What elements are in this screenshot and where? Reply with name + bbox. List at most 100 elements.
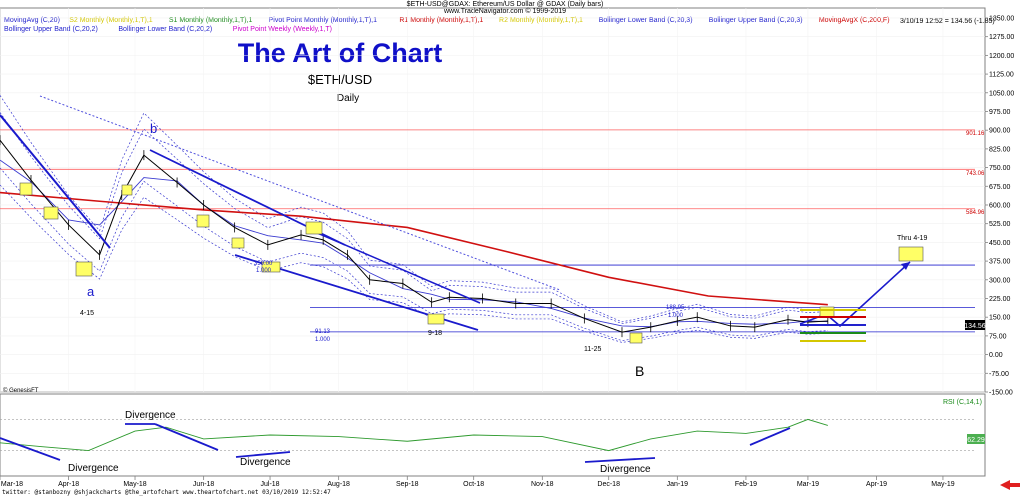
fib-bottom-ratio: 1.000 [315,337,331,343]
y-tick-label: 300.00 [989,277,1011,284]
divergence-label: Divergence [125,410,176,421]
x-tick-label: Jun-18 [193,481,215,488]
wave-box [819,306,835,318]
rsi-line [0,418,828,452]
y-tick-label: 0.00 [989,352,1003,359]
wave-box [19,182,33,196]
price-grid [0,8,985,393]
price-badge-bg [965,320,985,330]
wave-box [196,214,210,228]
bollinger-lower [0,184,828,343]
y-tick-label: 150.00 [989,315,1011,322]
legend-item: Bollinger Lower Band (C,20,3) [599,17,693,24]
legend-item: S1 Monthly (Monthly,1,T),1 [169,17,253,24]
wave-label-a: a [87,284,95,299]
fib-top-ratio: 1.000 [256,268,272,274]
y-tick-label: 1275.00 [989,34,1014,41]
legend-item: S2 Monthly (Monthly,1,T),1 [69,17,153,24]
x-tick-label: Apr-18 [58,481,79,488]
indicator-legend-row2: Bollinger Upper Band (C,20,2) Bollinger L… [4,26,332,33]
symbol-label: $ETH/USD [308,72,372,87]
moving-average-20 [0,159,828,328]
price-series [0,135,829,338]
legend-item: MovingAvgX (C,200,F) [819,17,890,24]
wave-box [261,261,281,273]
wave-box [231,237,245,249]
y-tick-label: -75.00 [989,371,1009,378]
x-tick-label: May-18 [123,481,146,488]
wave-box [75,261,93,277]
trendline-a [0,114,111,249]
wave-label-b: b [150,121,157,136]
y-tick-label: 1125.00 [989,72,1014,79]
y-tick-label: 1200.00 [989,53,1014,60]
horizontal-levels [0,129,975,333]
x-tick-label: Sep-18 [396,481,419,488]
x-tick-label: Mar-18 [1,481,23,488]
wave-box [427,313,445,325]
back-arrow-icon[interactable] [1000,480,1020,490]
legend-item: Bollinger Upper Band (C,20,2) [4,26,98,33]
target-label: Thru 4-19 [897,235,927,242]
bollinger-bands [0,95,828,343]
x-tick-label: Mar-19 [797,481,819,488]
date-label-11-25: 11-25 [584,346,601,353]
y-tick-label: 825.00 [989,146,1011,153]
x-tick-label: Aug-18 [327,481,350,488]
header-line1: $ETH-USD@GDAX: Ethereum/US Dollar @ GDAX… [407,1,604,8]
x-tick-label: Nov-18 [531,481,554,488]
date-axis: Mar-18 Apr-18 May-18 Jun-18 Jul-18 Aug-18 Sep-… [0,476,955,488]
divergence-line [235,451,291,458]
legend-item: R1 Monthly (Monthly,1,T),1 [399,17,483,24]
y-tick-label: 1050.00 [989,90,1014,97]
divergence-line [154,423,219,451]
x-tick-label: Jan-19 [667,481,689,488]
legend-item: Bollinger Upper Band (C,20,3) [709,17,803,24]
divergence-line [0,437,61,461]
rsi-label: RSI (C,14,1) [943,399,982,406]
indicator-legend-row1: MovingAvg (C,20) S2 Monthly (Monthly,1,T)… [4,17,890,24]
y-tick-label: 75.00 [989,333,1007,340]
divergence-label: Divergence [600,464,651,475]
y-tick-label: 450.00 [989,240,1011,247]
fib-mid-value: 188.95 [666,305,685,311]
y-tick-label: 900.00 [989,128,1011,135]
rsi-badge: 62.29 [967,437,985,444]
wave-box [305,221,323,235]
y-tick-label: 975.00 [989,109,1011,116]
wave-box [121,184,133,196]
fib-mid-ratio: 1.000 [668,313,684,319]
y-tick-label: 675.00 [989,184,1011,191]
y-tick-label: 750.00 [989,165,1011,172]
level-584-label: 584.96 [966,210,985,216]
price-line [0,139,828,333]
date-label-9-18: 9-18 [428,330,442,337]
price-panel-frame [0,7,986,393]
rsi-panel [0,418,975,452]
y-tick-label: 225.00 [989,296,1011,303]
rsi-badge-bg [967,434,985,444]
legend-item: Pivot Point Weekly (Weekly,1,T) [233,26,332,33]
price-axis: 1350.00 1275.00 1200.00 1125.00 1050.00 975.0… [985,15,1014,397]
projection-arrowhead [901,262,910,270]
x-tick-label: Dec-18 [597,481,620,488]
x-tick-label: Feb-19 [735,481,757,488]
wave-label-B: B [635,363,644,379]
bollinger-upper [0,112,828,325]
y-tick-label: -150.00 [989,390,1013,397]
fib-top-value: 359.00 [254,261,273,267]
timeframe-label: Daily [337,93,359,104]
divergence-line [584,457,656,463]
date-label-4-15: 4-15 [80,310,94,317]
divergence-label: Divergence [68,463,119,474]
divergence-label: Divergence [240,457,291,468]
channel-upper-2 [314,231,481,304]
level-901-label: 901.16 [966,131,985,137]
legend-item: MovingAvg (C,20) [4,17,60,24]
divergence-line [749,427,791,446]
y-tick-label: 525.00 [989,221,1011,228]
legend-item: Bollinger Lower Band (C,20,2) [118,26,212,33]
wave-box [629,332,643,344]
projection-path [799,261,911,328]
